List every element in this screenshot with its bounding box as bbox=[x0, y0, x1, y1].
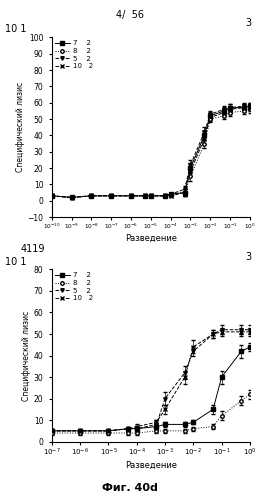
Text: 3: 3 bbox=[245, 18, 251, 28]
X-axis label: Разведение: Разведение bbox=[125, 234, 177, 243]
Text: 10 1: 10 1 bbox=[5, 24, 27, 34]
Text: 3: 3 bbox=[245, 252, 251, 262]
Y-axis label: Специфический лизис: Специфический лизис bbox=[16, 82, 25, 172]
Y-axis label: Специфический лизис: Специфический лизис bbox=[22, 310, 31, 401]
Legend: 7    2, 8    2, 5    2, 10   2: 7 2, 8 2, 5 2, 10 2 bbox=[54, 271, 93, 302]
Text: 10 1: 10 1 bbox=[5, 257, 27, 267]
X-axis label: Разведение: Разведение bbox=[125, 461, 177, 470]
Text: Фиг. 40d: Фиг. 40d bbox=[102, 483, 157, 493]
Text: 4/  56: 4/ 56 bbox=[116, 10, 143, 20]
Text: 4119: 4119 bbox=[21, 244, 45, 253]
Legend: 7    2, 8    2, 5    2, 10   2: 7 2, 8 2, 5 2, 10 2 bbox=[54, 39, 93, 70]
